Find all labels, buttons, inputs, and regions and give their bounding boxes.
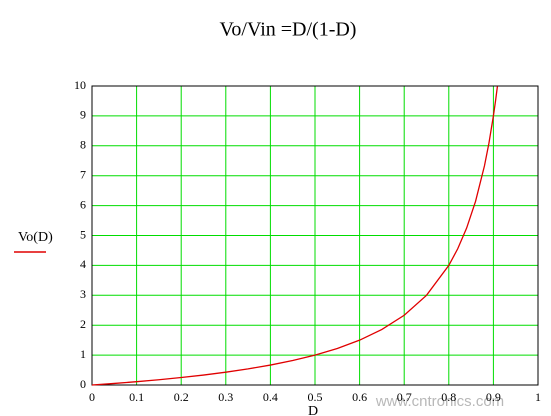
y-tick-label: 1 bbox=[80, 347, 86, 361]
y-tick-label: 6 bbox=[80, 197, 86, 211]
y-tick-label: 7 bbox=[80, 167, 86, 181]
x-tick-label: 0.5 bbox=[308, 390, 323, 404]
x-tick-label: 0.2 bbox=[174, 390, 189, 404]
x-tick-label: 1 bbox=[535, 390, 541, 404]
y-tick-label: 8 bbox=[80, 138, 86, 152]
y-tick-label: 9 bbox=[80, 108, 86, 122]
x-axis-label: D bbox=[308, 404, 318, 416]
chart-title: Vo/Vin =D/(1-D) bbox=[220, 19, 357, 41]
x-tick-label: 0 bbox=[89, 390, 95, 404]
x-tick-label: 0.9 bbox=[486, 390, 501, 404]
legend-label: Vo(D) bbox=[18, 230, 53, 245]
watermark: www.cntronics.com bbox=[375, 393, 504, 410]
x-tick-label: 0.7 bbox=[397, 390, 412, 404]
y-tick-label: 10 bbox=[74, 78, 86, 92]
data-line bbox=[91, 86, 499, 386]
y-tick-label: 3 bbox=[80, 287, 86, 301]
plot-frame bbox=[91, 85, 539, 386]
x-tick-label: 0.8 bbox=[441, 390, 456, 404]
x-tick-label: 0.4 bbox=[263, 390, 278, 404]
y-tick-label: 0 bbox=[80, 377, 86, 391]
x-tick-label: 0.6 bbox=[352, 390, 367, 404]
y-tick-label: 2 bbox=[80, 317, 86, 331]
y-tick-label: 5 bbox=[80, 227, 86, 241]
x-tick-label: 0.1 bbox=[129, 390, 144, 404]
x-tick-label: 0.3 bbox=[218, 390, 233, 404]
y-tick-label: 4 bbox=[80, 257, 86, 271]
